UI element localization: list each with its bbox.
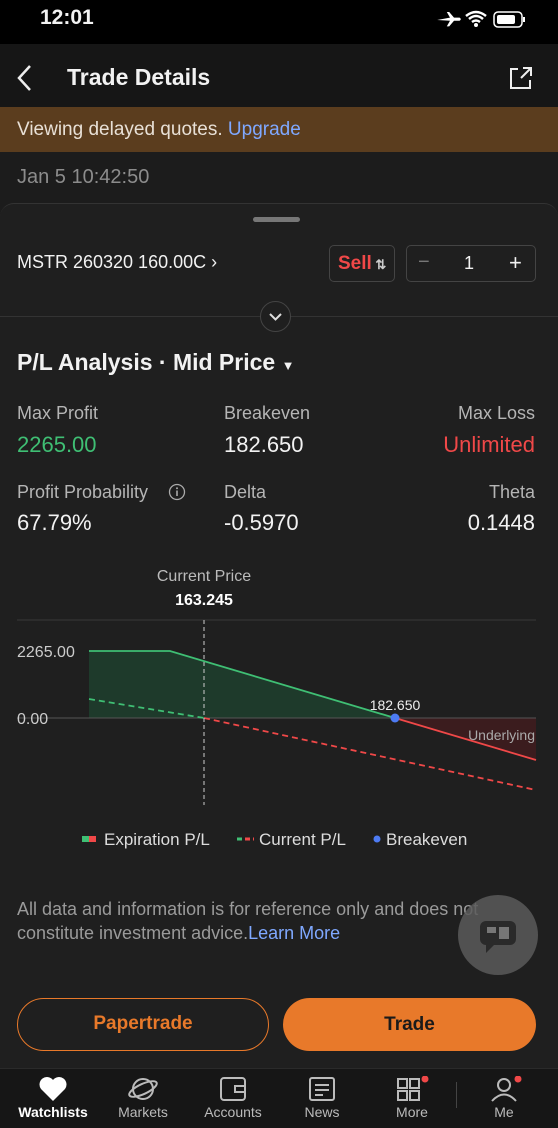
tab[interactable]: More	[367, 1068, 457, 1128]
upgrade-link[interactable]: Upgrade	[227, 119, 301, 140]
stat-label: Max Loss	[457, 403, 535, 423]
stat-label: Delta	[224, 482, 267, 502]
status-icons	[437, 10, 525, 28]
tab-label: News	[304, 1104, 340, 1120]
breakeven-label: 182.650	[370, 697, 421, 713]
tab-bar	[0, 1068, 558, 1128]
pl-chart: Current Price 163.245 2265.00 0.00 182.6…	[17, 568, 537, 849]
y-label: 2265.00	[17, 644, 75, 661]
tab[interactable]: Watchlists	[8, 1068, 98, 1128]
tab-label: Me	[494, 1104, 514, 1120]
status-bar	[0, 0, 558, 44]
info-icon[interactable]	[168, 483, 186, 501]
drag-handle[interactable]	[253, 217, 300, 222]
tab[interactable]: Me	[459, 1068, 549, 1128]
stat-value: 182.650	[224, 432, 304, 457]
learn-more[interactable]: Learn More	[248, 923, 341, 943]
papertrade-button[interactable]: Papertrade	[17, 998, 269, 1051]
stat-value: 0.1448	[467, 510, 535, 535]
tab-separator	[456, 1082, 457, 1108]
legend-entry: Breakeven	[386, 830, 467, 849]
stat-label: Theta	[488, 482, 535, 502]
tab-label: Markets	[118, 1104, 168, 1120]
side: Sell	[338, 253, 372, 274]
header	[0, 44, 558, 107]
chat-button[interactable]	[458, 895, 538, 975]
analysis-title[interactable]: P/L Analysis · Mid Price ▼	[17, 349, 295, 375]
clock: 12:01	[40, 6, 94, 29]
quantity: 1	[464, 253, 475, 273]
stat-value: 67.79%	[17, 510, 92, 535]
disclaimer-text: All data and information is for referenc…	[17, 899, 479, 943]
legend-entry: Expiration P/L	[104, 830, 210, 849]
side-toggle[interactable]: Sell ⇅	[329, 245, 395, 282]
stat-value: Unlimited	[443, 432, 535, 457]
stat-label: Profit Probability	[17, 482, 149, 502]
tab-label: Accounts	[204, 1104, 262, 1120]
contract-symbol[interactable]: MSTR 260320 160.00C ›	[17, 252, 218, 272]
banner-text: Viewing delayed quotes.	[17, 119, 223, 140]
quantity-stepper	[406, 245, 536, 282]
tab-label: More	[396, 1104, 428, 1120]
stat-label: Breakeven	[224, 403, 311, 423]
tab[interactable]: Markets	[98, 1068, 188, 1128]
y-label: 0.00	[17, 711, 48, 728]
analysis-title-text: P/L Analysis · Mid Price	[17, 349, 276, 375]
disclaimer: All data and information is for referenc…	[17, 897, 527, 945]
timestamp: Jan 5 10:42:50	[17, 166, 150, 188]
symbol: MSTR 260320 160.00C	[17, 252, 207, 272]
decrement[interactable]: −	[418, 251, 430, 273]
stat-label: Max Profit	[17, 403, 99, 423]
stat-value: -0.5970	[224, 510, 299, 535]
underlying-label: Underlying	[468, 727, 535, 743]
share-button[interactable]	[507, 64, 535, 92]
stat-value: 2265.00	[17, 432, 97, 457]
delay-banner: Viewing delayed quotes. Upgrade	[0, 107, 558, 152]
increment[interactable]: +	[509, 250, 522, 275]
title: Trade Details	[67, 64, 211, 90]
legend-entry: Current P/L	[259, 830, 346, 849]
trade-button[interactable]: Trade	[283, 998, 536, 1051]
tab-label: Watchlists	[18, 1104, 88, 1120]
current-price-label: Current Price	[157, 568, 251, 585]
tab[interactable]: News	[277, 1068, 367, 1128]
back-button[interactable]	[14, 64, 36, 92]
tab[interactable]: Accounts	[188, 1068, 278, 1128]
collapse-button[interactable]	[259, 300, 292, 333]
current-price: 163.245	[175, 592, 233, 609]
